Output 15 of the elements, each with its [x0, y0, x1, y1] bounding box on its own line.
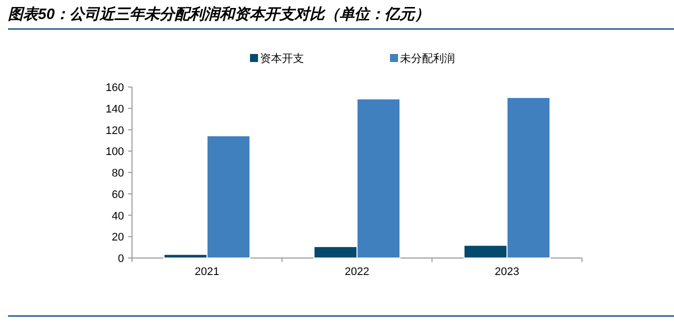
y-tick-label: 160	[106, 82, 124, 94]
title: 图表50：公司近三年未分配利润和资本开支对比（单位：亿元）	[8, 6, 430, 23]
y-tick-label: 40	[112, 210, 124, 222]
y-tick-label: 0	[118, 253, 124, 265]
x-tick-label: 2022	[344, 266, 370, 278]
y-tick-label: 20	[112, 232, 124, 244]
y-tick-label: 140	[106, 103, 124, 116]
x-tick-label: 2021	[194, 266, 220, 278]
y-tick-label: 80	[112, 168, 124, 180]
legend-label: 未分配利润	[400, 52, 455, 65]
legend-label: 资本开支	[260, 52, 304, 65]
y-tick-label: 100	[106, 146, 124, 158]
x-tick-label: 2023	[494, 266, 520, 278]
y-tick-label: 120	[106, 124, 124, 137]
y-tick-label: 60	[112, 188, 124, 201]
